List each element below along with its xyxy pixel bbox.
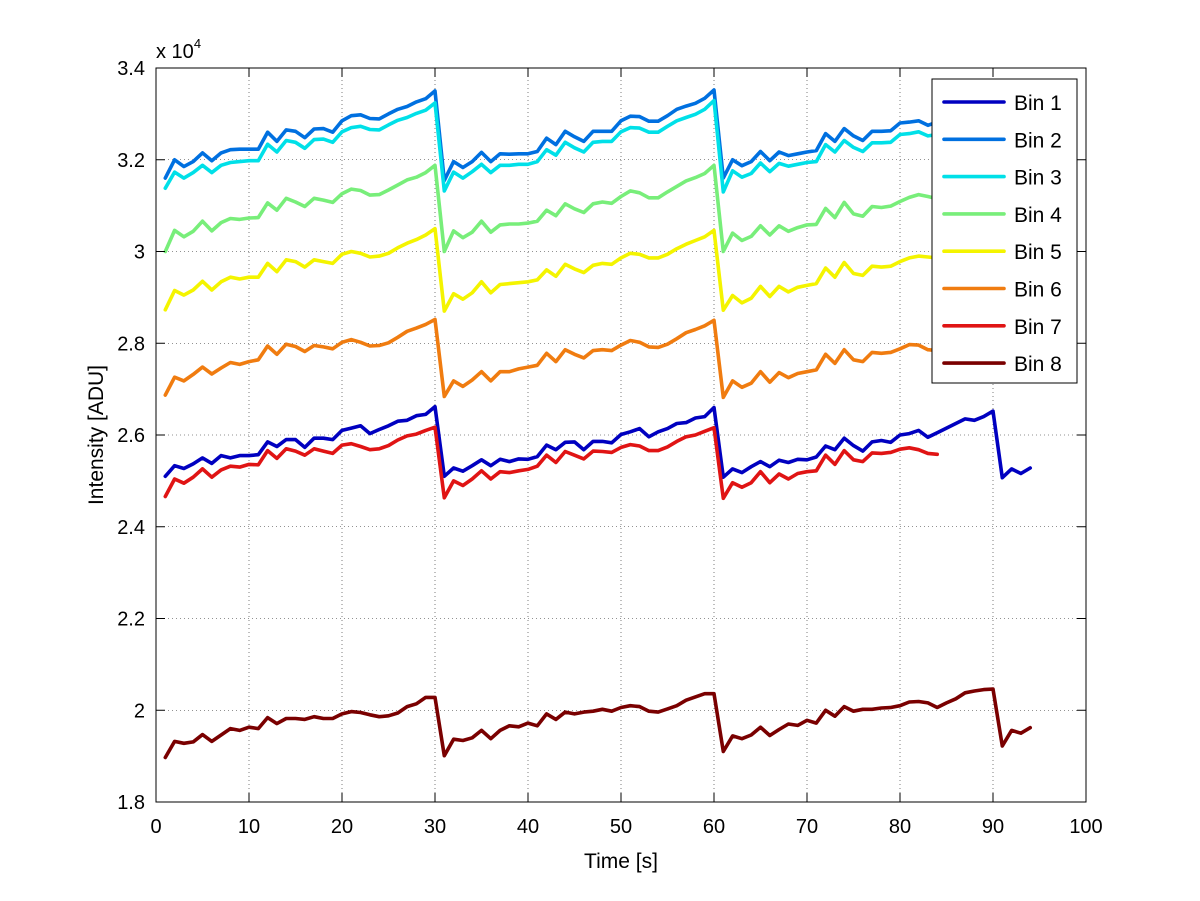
y-tick-label: 2.6 xyxy=(117,425,145,447)
legend-box xyxy=(931,78,1078,384)
series-line-bin-5 xyxy=(163,226,940,313)
x-tick-label: 30 xyxy=(424,816,446,838)
y-tick-label: 2.8 xyxy=(117,333,145,355)
legend-label-bin-8: Bin 8 xyxy=(1014,353,1062,376)
legend-label-bin-5: Bin 5 xyxy=(1014,241,1062,264)
y-tick-label: 2.2 xyxy=(117,609,145,631)
x-tick-label: 0 xyxy=(150,816,161,838)
series-line-bin-2 xyxy=(163,88,940,183)
x-tick-label: 80 xyxy=(889,816,911,838)
x-tick-label: 10 xyxy=(238,816,260,838)
legend: Bin 1 Bin 2 Bin 3 Bin 4 Bin 5 Bin 6 Bin 7 Bin 8 xyxy=(931,78,1078,384)
x-tick-label: 60 xyxy=(703,816,725,838)
series-line-bin-6 xyxy=(163,317,940,400)
x-tick-labels: 0 10 20 30 40 50 60 70 80 90 100 xyxy=(150,816,1102,838)
series-lines xyxy=(163,88,1032,760)
legend-label-bin-6: Bin 6 xyxy=(1014,279,1062,302)
legend-label-bin-4: Bin 4 xyxy=(1014,204,1062,227)
x-axis-title: Time [s] xyxy=(584,850,658,873)
y-axis-title: Intensity [ADU] xyxy=(85,365,108,505)
legend-label-bin-7: Bin 7 xyxy=(1014,316,1062,339)
x-tick-label: 20 xyxy=(331,816,353,838)
x-tick-label: 40 xyxy=(517,816,539,838)
y-tick-labels: 1.8 2 2.2 2.4 2.6 2.8 3 3.2 3.4 xyxy=(117,58,145,814)
y-exponent-label: x 104 xyxy=(156,36,201,63)
legend-label-bin-2: Bin 2 xyxy=(1014,129,1062,152)
y-exponent-power: 4 xyxy=(194,36,201,51)
x-tick-label: 100 xyxy=(1069,816,1102,838)
legend-label-bin-3: Bin 3 xyxy=(1014,167,1062,190)
legend-label-bin-1: Bin 1 xyxy=(1014,92,1062,115)
series-line-bin-4 xyxy=(163,163,940,254)
y-tick-label: 3.4 xyxy=(117,58,145,80)
series-line-bin-3 xyxy=(163,98,940,194)
y-exponent-base: x 10 xyxy=(156,41,194,63)
y-tick-label: 2.4 xyxy=(117,517,145,539)
series-line-bin-8 xyxy=(163,687,1032,760)
series-line-bin-1 xyxy=(163,404,1032,480)
x-tick-label: 50 xyxy=(610,816,632,838)
y-tick-label: 1.8 xyxy=(117,792,145,814)
y-tick-label: 2 xyxy=(134,700,145,722)
y-tick-label: 3 xyxy=(134,242,145,264)
y-tick-label: 3.2 xyxy=(117,150,145,172)
axis-ticks xyxy=(155,67,1087,803)
series-line-bin-7 xyxy=(163,425,940,501)
x-tick-label: 70 xyxy=(796,816,818,838)
x-tick-label: 90 xyxy=(982,816,1004,838)
